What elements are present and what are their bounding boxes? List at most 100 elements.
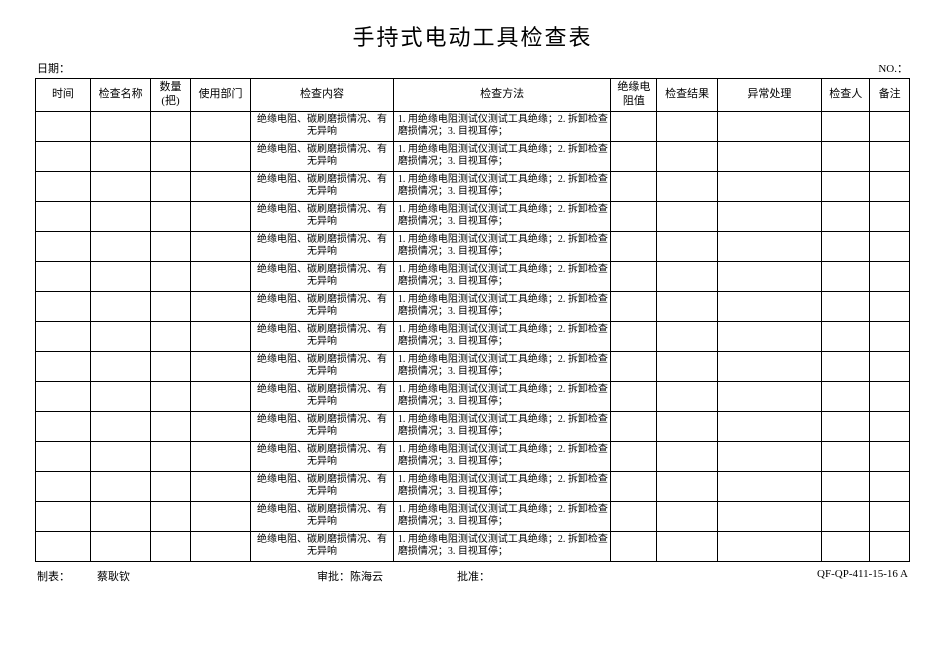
approve-label: 批准：	[457, 568, 817, 584]
col-abnormal: 异常处理	[717, 79, 821, 112]
table-row: 绝缘电阻、碳刷磨损情况、有无异响1. 用绝缘电阻测试仪测试工具绝缘；2. 拆卸检…	[36, 231, 910, 261]
cell-remark	[870, 441, 910, 471]
date-label: 日期：	[37, 60, 70, 76]
cell-time	[36, 291, 91, 321]
cell-qty	[151, 261, 191, 291]
cell-name	[90, 261, 150, 291]
cell-inspector	[822, 381, 870, 411]
cell-qty	[151, 231, 191, 261]
form-number: QF-QP-411-15-16 A	[817, 568, 908, 584]
cell-remark	[870, 261, 910, 291]
inspection-table: 时间 检查名称 数量(把) 使用部门 检查内容 检查方法 绝缘电阻值 检查结果 …	[35, 78, 910, 562]
cell-content: 绝缘电阻、碳刷磨损情况、有无异响	[251, 231, 394, 261]
cell-qty	[151, 411, 191, 441]
table-row: 绝缘电阻、碳刷磨损情况、有无异响1. 用绝缘电阻测试仪测试工具绝缘；2. 拆卸检…	[36, 171, 910, 201]
cell-method: 1. 用绝缘电阻测试仪测试工具绝缘；2. 拆卸检查磨损情况；3. 目视耳停；	[393, 291, 610, 321]
cell-content: 绝缘电阻、碳刷磨损情况、有无异响	[251, 291, 394, 321]
cell-method: 1. 用绝缘电阻测试仪测试工具绝缘；2. 拆卸检查磨损情况；3. 目视耳停；	[393, 441, 610, 471]
cell-dept	[190, 441, 250, 471]
cell-insres	[611, 231, 657, 261]
cell-abnormal	[717, 291, 821, 321]
cell-name	[90, 411, 150, 441]
cell-result	[657, 411, 717, 441]
cell-time	[36, 441, 91, 471]
cell-abnormal	[717, 111, 821, 141]
cell-insres	[611, 501, 657, 531]
cell-time	[36, 351, 91, 381]
cell-abnormal	[717, 261, 821, 291]
no-label: NO.：	[878, 60, 908, 76]
cell-time	[36, 231, 91, 261]
cell-result	[657, 381, 717, 411]
top-meta-row: 日期： NO.：	[35, 60, 910, 76]
cell-result	[657, 441, 717, 471]
cell-method: 1. 用绝缘电阻测试仪测试工具绝缘；2. 拆卸检查磨损情况；3. 目视耳停；	[393, 201, 610, 231]
cell-result	[657, 261, 717, 291]
cell-abnormal	[717, 321, 821, 351]
cell-inspector	[822, 291, 870, 321]
cell-method: 1. 用绝缘电阻测试仪测试工具绝缘；2. 拆卸检查磨损情况；3. 目视耳停；	[393, 501, 610, 531]
cell-abnormal	[717, 141, 821, 171]
cell-method: 1. 用绝缘电阻测试仪测试工具绝缘；2. 拆卸检查磨损情况；3. 目视耳停；	[393, 171, 610, 201]
cell-insres	[611, 381, 657, 411]
table-row: 绝缘电阻、碳刷磨损情况、有无异响1. 用绝缘电阻测试仪测试工具绝缘；2. 拆卸检…	[36, 321, 910, 351]
cell-time	[36, 261, 91, 291]
cell-remark	[870, 291, 910, 321]
cell-method: 1. 用绝缘电阻测试仪测试工具绝缘；2. 拆卸检查磨损情况；3. 目视耳停；	[393, 411, 610, 441]
cell-name	[90, 231, 150, 261]
cell-qty	[151, 201, 191, 231]
cell-insres	[611, 441, 657, 471]
cell-remark	[870, 351, 910, 381]
review-by: 陈海云	[350, 571, 383, 583]
col-remark: 备注	[870, 79, 910, 112]
table-row: 绝缘电阻、碳刷磨损情况、有无异响1. 用绝缘电阻测试仪测试工具绝缘；2. 拆卸检…	[36, 501, 910, 531]
table-row: 绝缘电阻、碳刷磨损情况、有无异响1. 用绝缘电阻测试仪测试工具绝缘；2. 拆卸检…	[36, 411, 910, 441]
cell-qty	[151, 111, 191, 141]
cell-name	[90, 471, 150, 501]
cell-content: 绝缘电阻、碳刷磨损情况、有无异响	[251, 171, 394, 201]
table-row: 绝缘电阻、碳刷磨损情况、有无异响1. 用绝缘电阻测试仪测试工具绝缘；2. 拆卸检…	[36, 201, 910, 231]
cell-result	[657, 201, 717, 231]
cell-method: 1. 用绝缘电阻测试仪测试工具绝缘；2. 拆卸检查磨损情况；3. 目视耳停；	[393, 111, 610, 141]
cell-content: 绝缘电阻、碳刷磨损情况、有无异响	[251, 441, 394, 471]
cell-abnormal	[717, 381, 821, 411]
cell-insres	[611, 351, 657, 381]
cell-remark	[870, 231, 910, 261]
col-time: 时间	[36, 79, 91, 112]
cell-insres	[611, 171, 657, 201]
made-label: 制表：	[37, 568, 97, 584]
cell-method: 1. 用绝缘电阻测试仪测试工具绝缘；2. 拆卸检查磨损情况；3. 目视耳停；	[393, 471, 610, 501]
col-dept: 使用部门	[190, 79, 250, 112]
cell-insres	[611, 411, 657, 441]
cell-result	[657, 351, 717, 381]
cell-qty	[151, 471, 191, 501]
cell-remark	[870, 531, 910, 561]
cell-content: 绝缘电阻、碳刷磨损情况、有无异响	[251, 381, 394, 411]
cell-abnormal	[717, 411, 821, 441]
cell-name	[90, 291, 150, 321]
cell-method: 1. 用绝缘电阻测试仪测试工具绝缘；2. 拆卸检查磨损情况；3. 目视耳停；	[393, 261, 610, 291]
table-row: 绝缘电阻、碳刷磨损情况、有无异响1. 用绝缘电阻测试仪测试工具绝缘；2. 拆卸检…	[36, 261, 910, 291]
cell-time	[36, 321, 91, 351]
table-row: 绝缘电阻、碳刷磨损情况、有无异响1. 用绝缘电阻测试仪测试工具绝缘；2. 拆卸检…	[36, 531, 910, 561]
cell-insres	[611, 291, 657, 321]
cell-remark	[870, 501, 910, 531]
cell-dept	[190, 381, 250, 411]
cell-content: 绝缘电阻、碳刷磨损情况、有无异响	[251, 471, 394, 501]
cell-method: 1. 用绝缘电阻测试仪测试工具绝缘；2. 拆卸检查磨损情况；3. 目视耳停；	[393, 531, 610, 561]
cell-qty	[151, 351, 191, 381]
cell-inspector	[822, 171, 870, 201]
cell-inspector	[822, 261, 870, 291]
cell-remark	[870, 171, 910, 201]
cell-method: 1. 用绝缘电阻测试仪测试工具绝缘；2. 拆卸检查磨损情况；3. 目视耳停；	[393, 321, 610, 351]
cell-content: 绝缘电阻、碳刷磨损情况、有无异响	[251, 411, 394, 441]
cell-time	[36, 411, 91, 441]
cell-insres	[611, 321, 657, 351]
cell-name	[90, 351, 150, 381]
cell-qty	[151, 441, 191, 471]
cell-name	[90, 321, 150, 351]
col-name: 检查名称	[90, 79, 150, 112]
cell-content: 绝缘电阻、碳刷磨损情况、有无异响	[251, 351, 394, 381]
cell-content: 绝缘电阻、碳刷磨损情况、有无异响	[251, 201, 394, 231]
cell-qty	[151, 291, 191, 321]
